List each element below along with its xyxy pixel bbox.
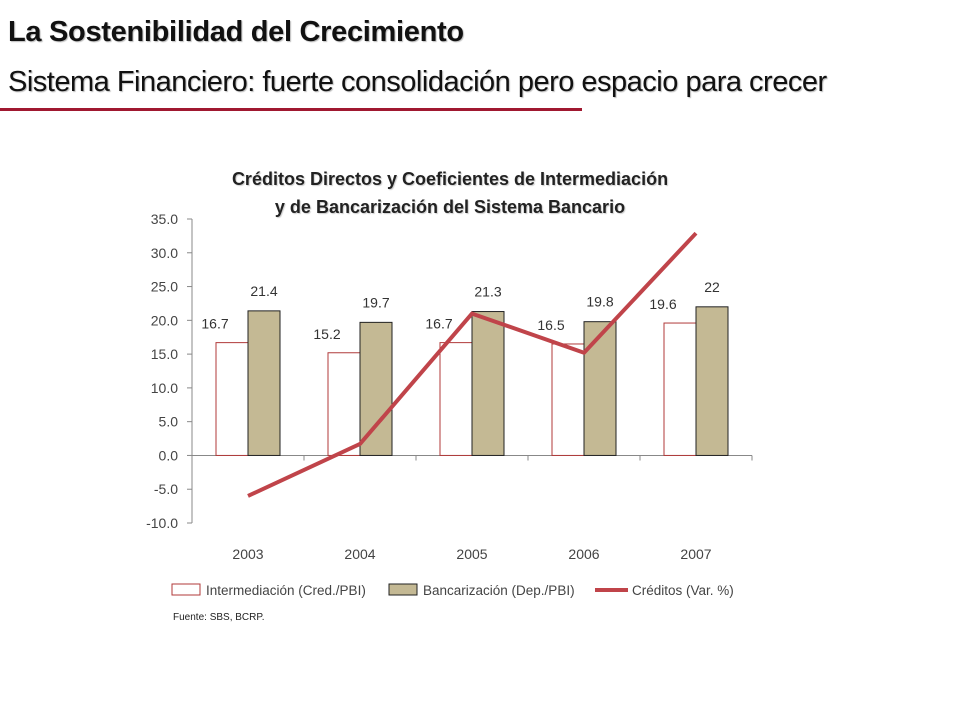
x-tick-label: 2005 — [456, 546, 487, 562]
data-label-intermediacion: 15.2 — [313, 326, 340, 342]
bar-bancarizacion — [583, 321, 617, 456]
bar-bancarizacion — [359, 321, 393, 456]
data-label-bancarizacion: 21.3 — [474, 284, 501, 300]
y-tick-label: -5.0 — [154, 481, 178, 497]
data-label-intermediacion: 19.6 — [649, 296, 676, 312]
y-tick-label: 25.0 — [151, 279, 178, 295]
legend-swatch-intermediacion — [171, 583, 201, 596]
x-tick-label: 2004 — [344, 546, 375, 562]
y-tick-label: 30.0 — [151, 245, 178, 261]
bar-bancarizacion — [471, 311, 505, 456]
legend-swatch-bancarizacion — [388, 583, 418, 596]
x-tick-label: 2007 — [680, 546, 711, 562]
data-label-bancarizacion: 19.8 — [586, 294, 613, 310]
data-label-bancarizacion: 19.7 — [362, 294, 389, 310]
slide-title: La Sostenibilidad del Crecimiento — [8, 16, 464, 48]
line-creditos — [247, 231, 698, 498]
bar-intermediacion — [215, 342, 249, 456]
legend-label-creditos: Créditos (Var. %) — [632, 583, 734, 598]
bar-intermediacion — [327, 352, 361, 456]
data-label-intermediacion: 16.7 — [425, 316, 452, 332]
y-tick-label: 0.0 — [159, 447, 179, 463]
bar-intermediacion — [439, 342, 473, 456]
data-label-bancarizacion: 21.4 — [250, 283, 277, 299]
chart-title-line1: Créditos Directos y Coeficientes de Inte… — [231, 169, 669, 189]
title-underline — [0, 108, 582, 111]
legend-label-intermediacion: Intermediación (Cred./PBI) — [206, 583, 366, 598]
data-label-bancarizacion: 22 — [704, 279, 720, 295]
x-tick-label: 2006 — [568, 546, 599, 562]
y-tick-label: -10.0 — [146, 515, 178, 531]
chart-title-line2: y de Bancarización del Sistema Bancario — [274, 197, 626, 217]
legend-label-bancarizacion: Bancarización (Dep./PBI) — [423, 583, 575, 598]
bar-intermediacion — [663, 322, 697, 456]
y-tick-label: 20.0 — [151, 312, 178, 328]
x-tick-label: 2003 — [232, 546, 263, 562]
y-tick-label: 15.0 — [151, 346, 178, 362]
y-tick-label: 10.0 — [151, 380, 178, 396]
source-note: Fuente: SBS, BCRP. — [173, 612, 265, 623]
y-tick-label: 35.0 — [151, 211, 178, 227]
data-label-intermediacion: 16.5 — [537, 317, 564, 333]
bar-bancarizacion — [695, 306, 729, 456]
chart-title: Créditos Directos y Coeficientes de Inte… — [120, 165, 780, 221]
slide-subtitle: Sistema Financiero: fuerte consolidación… — [8, 66, 827, 98]
data-label-intermediacion: 16.7 — [201, 316, 228, 332]
bar-intermediacion — [551, 343, 585, 456]
y-tick-label: 5.0 — [159, 414, 179, 430]
bar-bancarizacion — [247, 310, 281, 456]
